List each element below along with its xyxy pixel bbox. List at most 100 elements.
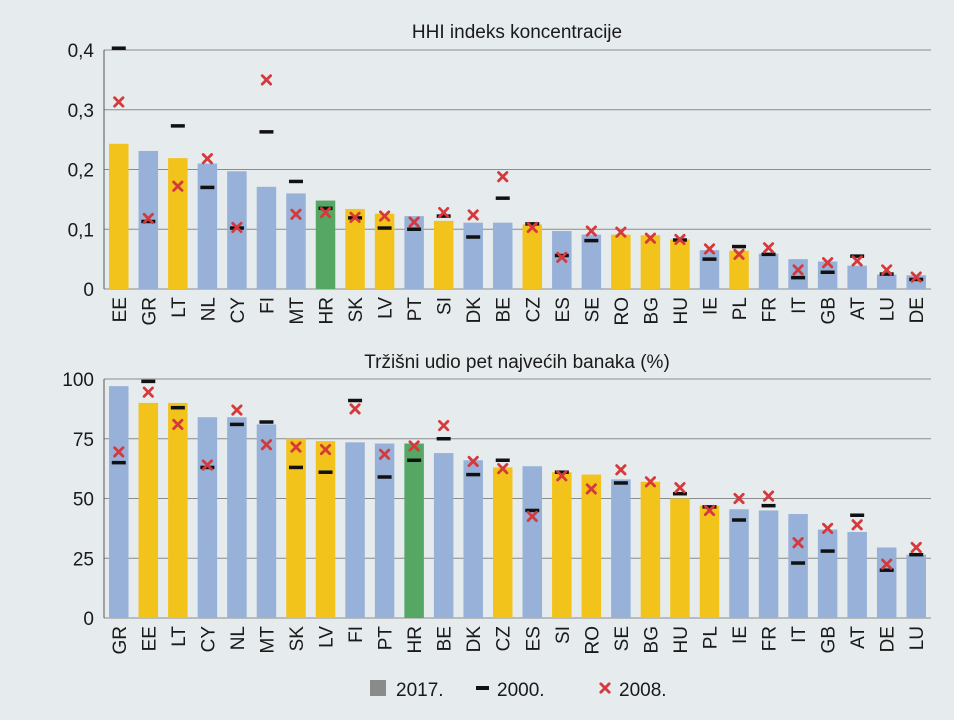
bars-2017: [109, 143, 926, 289]
dash-2000-es: [525, 508, 540, 513]
dash-2000-fr: [761, 252, 776, 257]
cross-2008-si: [556, 470, 568, 482]
bar-bg: [640, 235, 661, 289]
category-label: FI: [346, 626, 367, 643]
dash-2000-ee: [111, 46, 126, 50]
chart-title: HHI indeks koncentracije: [412, 22, 622, 43]
category-label: SE: [582, 297, 603, 322]
cross-2008-gr: [113, 446, 125, 458]
dash-2000-at: [850, 513, 865, 517]
bar-ro: [611, 234, 631, 289]
dash-2000-it: [791, 561, 806, 565]
chart-title: Tržišni udio pet najvećih banaka (%): [364, 352, 670, 373]
cross-2008-pt: [408, 216, 420, 228]
bar-cy: [227, 171, 247, 289]
cross-2008-ro-stroke-b: [585, 483, 597, 495]
cross-2008-hu: [674, 482, 686, 494]
cross-2008-de-stroke-b: [881, 558, 893, 570]
cross-2008-ie: [703, 243, 716, 255]
dash-2000-gr: [111, 460, 126, 465]
category-label: RO: [582, 626, 603, 655]
bars-2017: [109, 386, 926, 618]
legend-label-2017: 2017.: [396, 680, 444, 701]
dash-2000-be: [436, 437, 451, 441]
dash-2000-gr: [141, 219, 156, 224]
legend-dash-2000: [476, 686, 489, 690]
cross-2008-cy: [201, 459, 213, 471]
cross-2008-ro: [615, 226, 627, 238]
cross-2008-at: [851, 255, 863, 267]
cross-2008-si-stroke-b: [438, 206, 450, 219]
bar-be: [492, 222, 513, 289]
dash-2000-fr: [761, 503, 776, 508]
cross-2008-hr: [319, 206, 332, 219]
category-label: GB: [819, 626, 840, 653]
dash-2000-lt: [170, 124, 185, 128]
category-label: FI: [257, 297, 278, 314]
cross-2008-ro: [585, 483, 597, 495]
cross-2008-gb: [822, 257, 834, 269]
cross-2008-si-stroke-b: [556, 470, 568, 482]
bar-gr: [109, 386, 129, 618]
dash-2000-se: [613, 481, 628, 485]
cross-2008-es-stroke-b: [556, 251, 568, 263]
category-label: MT: [287, 297, 308, 325]
cross-2008-dk: [467, 455, 479, 468]
legend-cross-2008: [599, 682, 611, 694]
category-label: GR: [139, 297, 160, 326]
category-label: IE: [730, 626, 751, 644]
cross-2008-cy: [231, 221, 243, 234]
cross-2008-pt: [378, 448, 391, 460]
cross-2008-gb-stroke-b: [822, 257, 834, 269]
dash-2000-dk: [466, 235, 481, 239]
bar-ie: [729, 509, 749, 618]
markers-2000: [111, 379, 924, 572]
legend-swatch-2017: [370, 680, 386, 696]
bar-it: [788, 514, 808, 618]
cross-2008-bg-stroke-b: [644, 476, 657, 488]
cross-2008-cz-stroke-b: [497, 463, 509, 475]
cross-2008-it-stroke-b: [792, 537, 804, 549]
y-tick-label: 0,1: [68, 220, 94, 241]
category-label: BE: [435, 626, 456, 651]
dash-2000-si: [436, 214, 451, 218]
bar-lt: [168, 402, 188, 618]
cross-2008-dk-stroke-b: [467, 209, 479, 221]
bar-at: [847, 531, 867, 618]
category-label: FR: [760, 626, 781, 651]
category-label: IT: [789, 626, 810, 643]
category-label: GR: [110, 626, 131, 655]
dash-2000-hr: [318, 206, 333, 211]
bar-si: [552, 472, 572, 618]
bar-pl: [699, 505, 720, 618]
bar-lv: [374, 213, 395, 289]
cross-2008-mt-stroke-b: [290, 208, 302, 220]
cross-2008-gr-stroke-b: [142, 212, 154, 225]
category-label: SK: [287, 626, 308, 652]
category-label: PL: [730, 297, 751, 320]
cross-2008-lu-stroke-b: [910, 541, 922, 554]
dash-2000-de: [909, 277, 924, 282]
cross-2008-sk: [349, 211, 361, 223]
bar-es: [552, 231, 572, 289]
bar-hu: [670, 498, 690, 618]
bar-pt: [404, 216, 424, 289]
category-label: HU: [671, 297, 692, 324]
dash-2000-pl: [732, 244, 747, 249]
category-label: NL: [228, 626, 249, 650]
y-tick-label: 75: [73, 430, 94, 451]
category-label: EE: [110, 297, 131, 322]
cross-2008-ee: [142, 386, 154, 398]
cross-2008-be-stroke-b: [497, 171, 509, 183]
category-label: LT: [169, 626, 190, 647]
bar-nl: [197, 163, 218, 289]
cross-2008-lu: [910, 541, 922, 554]
bar-nl: [227, 417, 247, 618]
dash-2000-ee: [141, 379, 156, 384]
cross-2008-lt: [172, 180, 184, 192]
category-label: AT: [848, 297, 869, 320]
bar-gb: [817, 261, 838, 289]
bar-lv: [315, 441, 336, 618]
dash-2000-ie: [702, 257, 717, 261]
cross-2008-sk-stroke-b: [290, 441, 302, 453]
